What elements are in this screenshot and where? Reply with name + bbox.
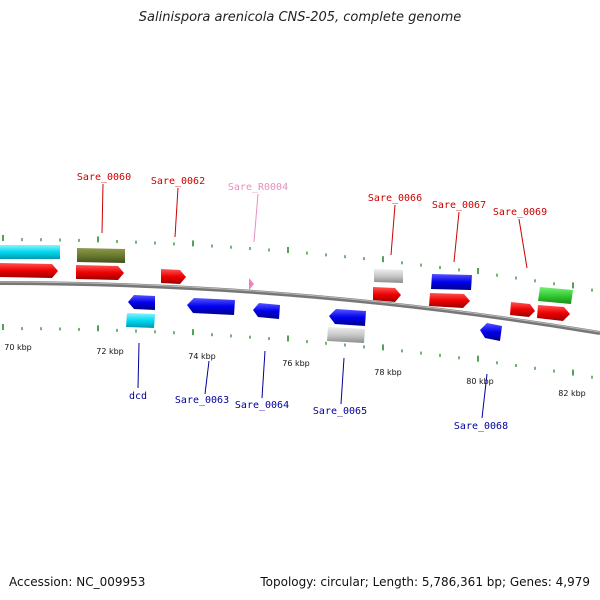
gene-label-dcd: dcd bbox=[129, 391, 147, 402]
gene-label-sare-0069: Sare_0069 bbox=[493, 207, 547, 218]
reverse-strand-features bbox=[126, 295, 502, 343]
gene-arrow bbox=[510, 302, 535, 317]
inner-tick-row bbox=[2, 324, 593, 379]
gene-label-sare-0065: Sare_0065 bbox=[313, 406, 367, 417]
gene-arrow bbox=[373, 287, 401, 302]
gene-arrow bbox=[76, 265, 124, 280]
gene-arrow bbox=[187, 298, 235, 315]
gene-arrow bbox=[327, 327, 365, 343]
gene-label-sare-0064: Sare_0064 bbox=[235, 400, 289, 411]
genome-summary-text: Topology: circular; Length: 5,786,361 bp… bbox=[260, 575, 590, 589]
gene-label-sare-0067: Sare_0067 bbox=[432, 200, 486, 211]
gene-arrow bbox=[429, 293, 470, 308]
gene-arrow bbox=[480, 323, 502, 341]
scale-label: 78 kbp bbox=[374, 368, 402, 377]
gene-arrow bbox=[537, 305, 570, 321]
gene-arrow bbox=[161, 269, 186, 284]
gene-arrow bbox=[0, 263, 58, 278]
scale-label: 70 kbp bbox=[4, 343, 32, 352]
genome-backbone bbox=[0, 281, 600, 335]
gene-label-sare-0060: Sare_0060 bbox=[77, 172, 131, 183]
gene-arrow bbox=[128, 295, 155, 310]
gene-label-sare-r0004: Sare_R0004 bbox=[228, 182, 288, 193]
gene-label-sare-0062: Sare_0062 bbox=[151, 176, 205, 187]
gene-label-sare-0063: Sare_0063 bbox=[175, 395, 229, 406]
scale-label: 76 kbp bbox=[282, 359, 310, 368]
gene-label-sare-0068: Sare_0068 bbox=[454, 421, 508, 432]
gene-arrow bbox=[77, 248, 125, 263]
gene-arrow bbox=[253, 303, 280, 319]
accession-text: Accession: NC_009953 bbox=[9, 575, 146, 589]
leader-lines bbox=[101, 183, 528, 419]
map-title: Salinispora arenicola CNS-205, complete … bbox=[138, 10, 462, 25]
gene-label-sare-0066: Sare_0066 bbox=[368, 193, 422, 204]
scale-label: 80 kbp bbox=[466, 377, 494, 386]
gene-arrow bbox=[538, 287, 573, 304]
gene-arrow bbox=[0, 245, 60, 259]
rna-arrow bbox=[249, 278, 254, 290]
scale-label: 82 kbp bbox=[558, 389, 586, 398]
forward-strand-features bbox=[0, 245, 573, 321]
gene-arrow bbox=[431, 274, 472, 290]
outer-tick-row bbox=[2, 235, 593, 292]
scale-label: 72 kbp bbox=[96, 347, 124, 356]
gene-arrow bbox=[126, 313, 155, 328]
gene-arrow bbox=[329, 309, 366, 326]
scale-label: 74 kbp bbox=[188, 352, 216, 361]
gene-arrow bbox=[374, 269, 403, 283]
